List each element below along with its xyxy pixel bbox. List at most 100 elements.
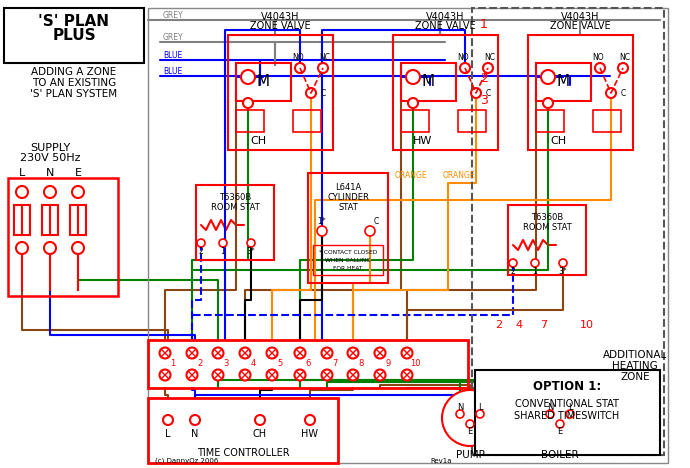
Circle shape: [402, 370, 413, 380]
Circle shape: [305, 415, 315, 425]
Text: M: M: [257, 74, 270, 89]
Circle shape: [322, 370, 333, 380]
Text: 6: 6: [305, 359, 310, 368]
Circle shape: [543, 98, 553, 108]
Text: ZONE: ZONE: [620, 372, 650, 382]
Bar: [196, 185, 274, 260]
Text: 10: 10: [410, 359, 420, 368]
Text: ZONE VALVE: ZONE VALVE: [550, 21, 611, 31]
Circle shape: [408, 98, 418, 108]
Text: 2: 2: [199, 248, 204, 256]
Circle shape: [243, 98, 253, 108]
Text: T6360B: T6360B: [219, 192, 251, 202]
Text: BLUE: BLUE: [163, 67, 182, 76]
Text: CH: CH: [253, 429, 267, 439]
Text: PUMP: PUMP: [455, 450, 484, 460]
Circle shape: [531, 259, 539, 267]
Text: 1: 1: [170, 359, 176, 368]
Circle shape: [239, 370, 250, 380]
Bar: [401, 110, 429, 132]
Circle shape: [241, 70, 255, 84]
Text: 'S' PLAN SYSTEM: 'S' PLAN SYSTEM: [30, 89, 117, 99]
Text: N: N: [46, 168, 55, 178]
Text: ORANGE: ORANGE: [443, 170, 475, 180]
Circle shape: [44, 242, 56, 254]
Text: 3: 3: [224, 359, 228, 368]
Bar: [536, 63, 591, 101]
Circle shape: [213, 370, 224, 380]
Bar: [4, 8, 144, 63]
Circle shape: [606, 88, 616, 98]
Bar: [148, 8, 668, 463]
Text: C: C: [485, 88, 491, 97]
Text: L: L: [477, 403, 482, 412]
Circle shape: [365, 226, 375, 236]
Text: 9: 9: [386, 359, 391, 368]
Text: 5: 5: [277, 359, 283, 368]
Bar: [472, 8, 664, 455]
Text: 1: 1: [480, 19, 488, 31]
Text: C: C: [320, 88, 326, 97]
Circle shape: [460, 63, 470, 73]
Text: 4: 4: [515, 320, 522, 330]
Text: 3: 3: [480, 94, 488, 107]
Circle shape: [247, 239, 255, 247]
Text: PLUS: PLUS: [52, 29, 96, 44]
Circle shape: [159, 348, 170, 358]
Text: FOR HEAT: FOR HEAT: [333, 266, 363, 271]
Text: 7: 7: [333, 359, 337, 368]
Circle shape: [159, 370, 170, 380]
Text: L: L: [568, 403, 572, 412]
Text: HW: HW: [413, 136, 433, 146]
Circle shape: [266, 348, 277, 358]
Text: SUPPLY: SUPPLY: [30, 143, 70, 153]
Bar: [70, 205, 86, 235]
Circle shape: [44, 186, 56, 198]
Text: TIME CONTROLLER: TIME CONTROLLER: [197, 448, 289, 458]
Circle shape: [266, 370, 277, 380]
Circle shape: [16, 186, 28, 198]
Text: 2: 2: [511, 268, 515, 277]
Text: ADDITIONAL: ADDITIONAL: [603, 350, 667, 360]
Text: 1: 1: [221, 248, 226, 256]
Bar: [313, 245, 383, 275]
Circle shape: [471, 88, 481, 98]
Text: BOILER: BOILER: [541, 450, 579, 460]
Bar: [508, 205, 586, 275]
Text: V4043H: V4043H: [561, 12, 599, 22]
Circle shape: [16, 242, 28, 254]
Text: 'S' PLAN: 'S' PLAN: [39, 15, 110, 29]
Text: 4: 4: [250, 359, 255, 368]
Text: 230V 50Hz: 230V 50Hz: [20, 153, 80, 163]
Circle shape: [348, 348, 359, 358]
Text: CH: CH: [550, 136, 566, 146]
Text: V4043H: V4043H: [261, 12, 299, 22]
Text: 3*: 3*: [246, 248, 255, 256]
Bar: [593, 110, 621, 132]
Circle shape: [375, 370, 386, 380]
Circle shape: [186, 370, 197, 380]
Circle shape: [566, 410, 574, 418]
Text: HW: HW: [302, 429, 319, 439]
Bar: [293, 110, 321, 132]
Bar: [401, 63, 456, 101]
Circle shape: [197, 239, 205, 247]
Text: 10: 10: [580, 320, 594, 330]
Bar: [148, 340, 468, 388]
Text: ROOM STAT: ROOM STAT: [210, 203, 259, 212]
Text: N: N: [457, 403, 463, 412]
Circle shape: [239, 348, 250, 358]
Bar: [236, 63, 291, 101]
Text: 2: 2: [197, 359, 203, 368]
Bar: [14, 205, 30, 235]
Text: E: E: [467, 427, 473, 437]
Text: L: L: [165, 429, 170, 439]
Text: 3*: 3*: [559, 268, 567, 277]
Bar: [475, 370, 660, 455]
Circle shape: [556, 420, 564, 428]
Bar: [528, 35, 633, 150]
Text: C: C: [620, 88, 626, 97]
Circle shape: [213, 348, 224, 358]
Text: GREY: GREY: [163, 34, 184, 43]
Text: NO: NO: [457, 53, 469, 63]
